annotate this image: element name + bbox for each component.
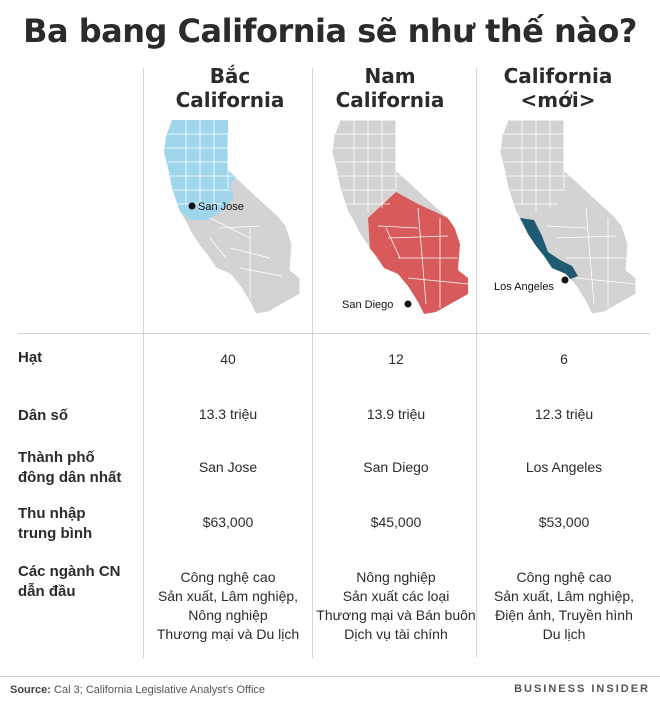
map-south-california: San Diego xyxy=(318,108,478,328)
heading-line: California xyxy=(335,88,445,112)
counties-south: 12 xyxy=(388,351,404,367)
page-title: Ba bang California sẽ như thế nào? xyxy=(23,12,637,50)
brand-logo: BUSINESS INSIDER xyxy=(514,683,650,695)
row-label-population: Dân số xyxy=(18,407,69,424)
table-divider xyxy=(18,333,650,334)
population-north: 13.3 triệu xyxy=(198,406,258,422)
heading-line: California xyxy=(503,64,613,88)
income-new: $53,000 xyxy=(538,514,590,530)
industry-item: Nông nghiệp xyxy=(188,607,268,623)
source-label: Source: xyxy=(10,684,51,696)
industry-item: Sản xuất, Lâm nghiệp, xyxy=(493,588,635,604)
industry-item: Nông nghiệp xyxy=(356,569,436,585)
row-label-industries: Các ngành CN dẫn đầu xyxy=(18,562,148,602)
map-new-california: Los Angeles xyxy=(486,108,646,328)
row-label-line: trung bình xyxy=(18,525,93,542)
city-marker-label: Los Angeles xyxy=(494,281,554,293)
row-label-line: Thu nhập xyxy=(18,505,86,522)
industry-item: Thương mại và Bán buôn xyxy=(316,607,476,623)
industries-new: Công nghệ cao Sản xuất, Lâm nghiệp, Điện… xyxy=(484,568,644,644)
industry-item: Sản xuất các loại xyxy=(342,588,450,604)
population-new: 12.3 triệu xyxy=(534,406,594,422)
industries-north: Công nghệ cao Sản xuất, Lâm nghiệp, Nông… xyxy=(148,568,308,644)
largest-city-south: San Diego xyxy=(363,459,429,475)
counties-new: 6 xyxy=(560,351,568,367)
row-label-largest-city: Thành phố đông dân nhất xyxy=(18,448,148,488)
industry-item: Thương mại và Du lịch xyxy=(156,626,300,642)
income-north: $63,000 xyxy=(202,514,254,530)
row-label-line: dẫn đầu xyxy=(18,583,76,600)
city-marker-label: San Diego xyxy=(342,299,393,311)
heading-line: California xyxy=(175,88,285,112)
population-south: 13.9 triệu xyxy=(366,406,426,422)
row-label-line: Thành phố xyxy=(18,449,95,466)
industry-item: Du lịch xyxy=(542,626,586,642)
column-heading-south: Nam California xyxy=(310,64,470,112)
heading-line: <mới> xyxy=(520,88,596,112)
largest-city-north: San Jose xyxy=(198,459,258,475)
city-marker-label: San Jose xyxy=(198,201,244,213)
heading-line: Nam xyxy=(364,64,416,88)
industry-item: Sản xuất, Lâm nghiệp, xyxy=(157,588,299,604)
industry-item: Điện ảnh, Truyền hình xyxy=(495,607,633,623)
row-label-counties: Hạt xyxy=(18,349,43,366)
row-label-income: Thu nhập trung bình xyxy=(18,504,148,544)
column-divider xyxy=(312,68,313,658)
industry-item: Dịch vụ tài chính xyxy=(344,626,448,642)
footer-divider xyxy=(0,676,660,677)
industries-south: Nông nghiệp Sản xuất các loại Thương mại… xyxy=(316,568,476,644)
largest-city-new: Los Angeles xyxy=(525,459,603,475)
industry-item: Công nghệ cao xyxy=(180,569,276,585)
column-divider xyxy=(143,68,144,658)
row-label-line: Các ngành CN xyxy=(18,563,121,580)
column-heading-new: California <mới> xyxy=(478,64,638,112)
source-note: Source: Cal 3; California Legislative An… xyxy=(10,684,265,696)
map-north-california: San Jose xyxy=(150,108,310,328)
column-heading-north: Bắc California xyxy=(150,64,310,112)
column-divider xyxy=(476,68,477,658)
industry-item: Công nghệ cao xyxy=(516,569,612,585)
income-south: $45,000 xyxy=(370,514,422,530)
row-label-line: đông dân nhất xyxy=(18,469,122,486)
source-text: Cal 3; California Legislative Analyst's … xyxy=(50,684,266,696)
counties-north: 40 xyxy=(220,351,236,367)
heading-line: Bắc xyxy=(209,64,251,88)
